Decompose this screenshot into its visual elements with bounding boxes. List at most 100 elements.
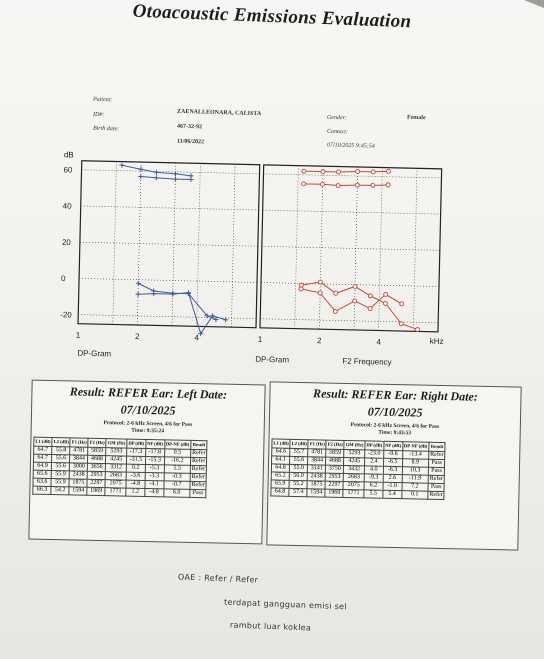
table-cell: 1771 <box>343 489 365 498</box>
data-point <box>385 182 391 188</box>
grid-line <box>80 205 259 211</box>
data-point <box>170 291 176 297</box>
data-point <box>119 162 125 168</box>
column-header: L2 (dB) <box>52 437 71 447</box>
data-point <box>172 176 178 182</box>
khz-axis-label: kHz <box>430 337 444 346</box>
table-cell: 2438 <box>307 472 326 482</box>
series-line <box>303 183 389 187</box>
left-ear-result-panel: Result: REFER Ear: Left Date: 07/10/2025… <box>28 379 266 545</box>
table-cell: 64.8 <box>270 487 290 497</box>
data-point <box>301 181 306 187</box>
column-header: L1 (dB) <box>33 437 53 447</box>
column-header: Result <box>428 442 446 452</box>
dp-gram-graph: dB 60 40 20 0 -20 1 2 4 1 2 4 kHz DP-Gram DP-Gram… <box>60 150 444 367</box>
table-cell: 5.5 <box>363 489 383 499</box>
data-point <box>320 181 326 187</box>
db-axis-label: dB <box>64 150 74 159</box>
data-point <box>185 290 191 296</box>
grid-line <box>112 161 117 325</box>
data-point <box>320 169 326 175</box>
grid-line <box>413 168 418 332</box>
grid-line <box>171 162 177 326</box>
y-tick-label: 20 <box>62 238 72 247</box>
column-header: NF (dB) <box>145 439 165 449</box>
right-result-header: Result: REFER Ear: Right Date: <box>312 386 478 404</box>
series-line <box>301 281 418 331</box>
data-point <box>317 279 323 285</box>
table-cell: 3844 <box>69 454 88 464</box>
data-point <box>354 182 360 188</box>
table-cell: Refer <box>189 481 207 490</box>
grid-line <box>294 165 299 329</box>
table-cell: Refer <box>427 491 445 500</box>
y-tick-label: -20 <box>60 310 72 319</box>
table-cell: Refer <box>428 475 445 484</box>
table-cell: 5859 <box>87 447 107 456</box>
x-tick-label: 1 <box>76 331 81 340</box>
data-point <box>415 327 421 333</box>
column-header: F1 (Hz) <box>308 439 327 450</box>
right-results-table: L1 (dB) L2 (dB) F1 (Hz) F2 (Hz) GM (Hz) DP (d… <box>270 438 446 500</box>
table-cell: 1969 <box>325 489 344 498</box>
table-cell: Refer <box>190 473 207 482</box>
data-point <box>153 175 159 181</box>
data-point <box>382 301 388 306</box>
data-point <box>367 306 373 312</box>
data-point <box>223 317 229 323</box>
table-cell: -17.8 <box>145 448 165 457</box>
table-cell: 66.3 <box>32 486 52 495</box>
right-graph-caption: F2 Frequency <box>342 357 392 367</box>
y-tick-label: 60 <box>63 165 73 174</box>
right-ear-result-panel: Result: REFER Ear: Right Date: 07/10/202… <box>266 381 522 551</box>
data-point <box>385 168 391 174</box>
table-cell: 5.4 <box>382 490 402 499</box>
column-header: F2 (Hz) <box>326 440 345 450</box>
center-graph-caption: DP-Gram <box>255 355 289 365</box>
column-header: NF (dB) <box>383 441 403 451</box>
table-cell: -31.5 <box>126 456 146 465</box>
plot-frame <box>77 160 261 329</box>
left-graph-caption: DP-Gram <box>77 349 111 359</box>
data-point <box>332 308 338 314</box>
table-cell: 3000 <box>69 462 88 472</box>
data-point <box>370 169 376 175</box>
grid-line <box>78 314 257 319</box>
grid-line <box>378 167 383 331</box>
x-tick-label: 2 <box>317 336 322 345</box>
column-header: GM (Hz) <box>106 438 127 449</box>
data-point <box>173 171 179 177</box>
table-cell: 57.4 <box>289 488 308 497</box>
table-cell: 3656 <box>87 463 106 472</box>
x-tick-label: 4 <box>376 337 381 346</box>
table-cell: 5859 <box>326 449 345 458</box>
x-tick-label: 2 <box>135 332 140 341</box>
data-point <box>355 169 361 174</box>
table-cell: 2297 <box>87 479 106 488</box>
data-point <box>367 293 373 299</box>
table-cell: 1771 <box>105 487 126 497</box>
data-point <box>188 176 194 183</box>
column-header: GM (Hz) <box>344 440 366 450</box>
table-cell: Refer <box>190 449 208 458</box>
data-point <box>398 321 404 327</box>
column-header: L2 (dB) <box>290 439 309 449</box>
left-results-table: L1 (dB) L2 (dB) F1 (Hz) F2 (Hz) GM (Hz) DP (d… <box>32 437 208 499</box>
y-tick-label: 0 <box>61 274 66 283</box>
data-point <box>336 169 341 175</box>
data-point <box>151 291 157 297</box>
table-cell: 2297 <box>325 481 344 490</box>
table-cell: 3141 <box>307 464 326 474</box>
table-cell: -15.3 <box>145 456 165 465</box>
table-cell: 3844 <box>307 456 327 466</box>
data-point <box>298 286 304 292</box>
data-point <box>135 280 141 286</box>
right-result-date: 07/10/2025 <box>367 404 423 420</box>
data-point <box>135 291 141 297</box>
table-cell: -4.8 <box>144 488 164 497</box>
table-cell: Refer <box>428 451 446 460</box>
grid-line <box>231 164 236 328</box>
table-cell: 4781 <box>308 448 327 458</box>
table-cell: 4688 <box>87 455 106 464</box>
grid-line <box>263 173 442 179</box>
